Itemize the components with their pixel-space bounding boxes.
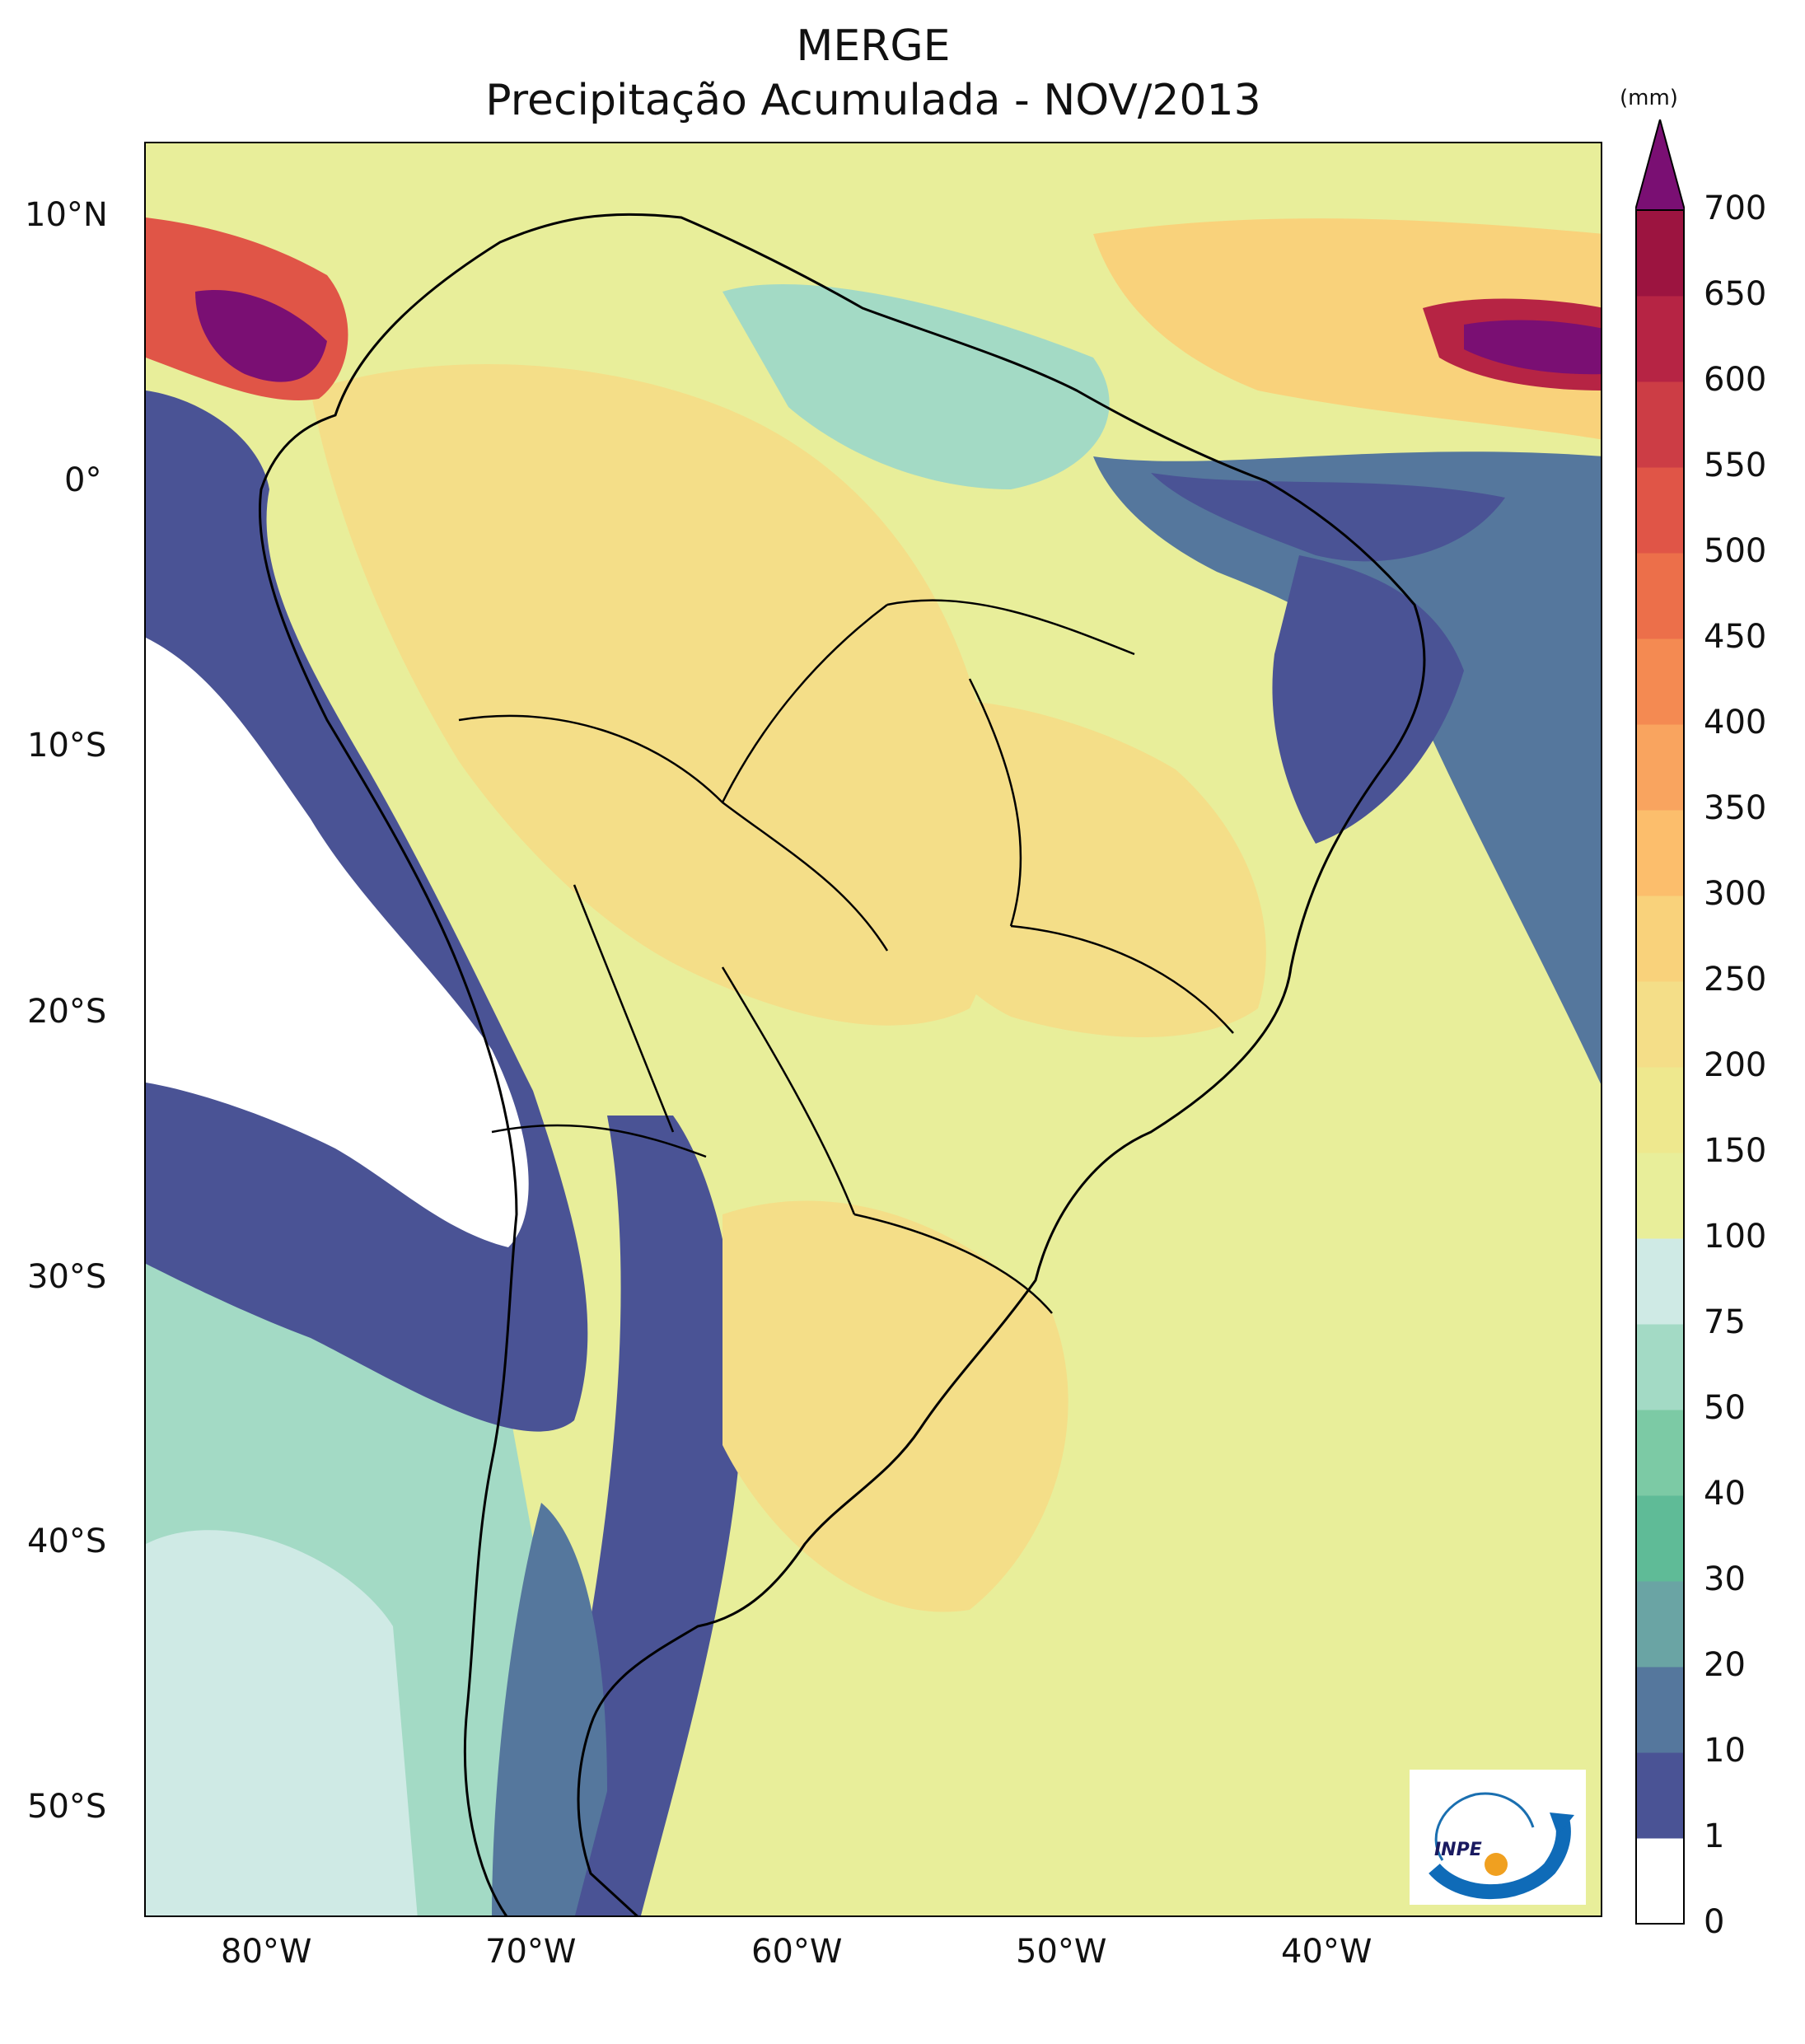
- map-subtitle: Precipitação Acumulada - NOV/2013: [485, 76, 1261, 125]
- inpe-logo: INPE: [1410, 1770, 1586, 1905]
- colorbar-label-30: 30: [1704, 1560, 1746, 1598]
- colorbar-band-400: [1636, 638, 1684, 725]
- colombia-extreme-core: [195, 290, 327, 382]
- colorbar-band-40: [1636, 1410, 1684, 1496]
- south-wet-region: [722, 1200, 1069, 1612]
- lat-label-10s: 10°S: [27, 727, 107, 765]
- colorbar-unit: (mm): [1620, 86, 1678, 110]
- inpe-logo-graphic: INPE: [1429, 1792, 1574, 1900]
- colorbar-band-100: [1636, 1153, 1684, 1239]
- itcz-band: [1093, 218, 1601, 440]
- guiana-moderate-band: [722, 284, 1110, 489]
- pacific-no-rain: [146, 638, 529, 1247]
- colorbar-label-350: 350: [1704, 789, 1767, 827]
- colorbar: [1635, 119, 1685, 1925]
- colorbar-band-0: [1636, 1838, 1684, 1925]
- lat-label-50s: 50°S: [27, 1788, 107, 1826]
- colorbar-label-20: 20: [1704, 1646, 1746, 1684]
- colorbar-band-650: [1636, 210, 1684, 297]
- colorbar-label-250: 250: [1704, 961, 1767, 999]
- lat-label-0: 0°: [64, 461, 102, 499]
- colorbar-label-0: 0: [1704, 1903, 1725, 1941]
- colorbar-band-350: [1636, 724, 1684, 811]
- lon-label-50w: 50°W: [1016, 1933, 1107, 1971]
- colorbar-label-40: 40: [1704, 1475, 1746, 1513]
- colorbar-band-1: [1636, 1752, 1684, 1839]
- colorbar-band-250: [1636, 896, 1684, 982]
- colorbar-band-200: [1636, 981, 1684, 1068]
- colorbar-label-75: 75: [1704, 1303, 1746, 1341]
- amazon-wet-region: [311, 363, 1001, 1026]
- colorbar-band-50: [1636, 1324, 1684, 1410]
- northeast-dry: [1272, 555, 1464, 844]
- colorbar-label-400: 400: [1704, 704, 1767, 741]
- colorbar-label-700: 700: [1704, 189, 1767, 227]
- colorbar-label-150: 150: [1704, 1132, 1767, 1170]
- colorbar-band-600: [1636, 296, 1684, 382]
- colorbar-frame: [1635, 209, 1685, 1925]
- pacific-far-south: [146, 1530, 418, 1915]
- colorbar-band-300: [1636, 810, 1684, 896]
- colorbar-label-450: 450: [1704, 618, 1767, 656]
- lon-label-80w: 80°W: [221, 1933, 312, 1971]
- colorbar-band-20: [1636, 1581, 1684, 1667]
- colorbar-label-550: 550: [1704, 447, 1767, 484]
- colorbar-label-100: 100: [1704, 1218, 1767, 1256]
- colorbar-band-75: [1636, 1238, 1684, 1325]
- central-brazil-wet: [887, 699, 1266, 1037]
- colorbar-band-150: [1636, 1067, 1684, 1153]
- atlantic-dry-band: [1093, 451, 1601, 1084]
- precipitation-map: [144, 142, 1602, 1917]
- continent-outline: [258, 213, 1426, 1915]
- atlantic-dry-core: [1151, 473, 1505, 562]
- colorbar-label-200: 200: [1704, 1046, 1767, 1084]
- lon-label-70w: 70°W: [485, 1933, 577, 1971]
- colorbar-label-1: 1: [1704, 1817, 1725, 1855]
- colorbar-band-10: [1636, 1667, 1684, 1753]
- itcz-core: [1464, 320, 1601, 375]
- colorbar-label-10: 10: [1704, 1732, 1746, 1770]
- colorbar-band-500: [1636, 467, 1684, 554]
- lat-label-40s: 40°S: [27, 1522, 107, 1560]
- colorbar-extend-arrow: [1635, 119, 1685, 211]
- colorbar-label-650: 650: [1704, 275, 1767, 313]
- colorbar-label-300: 300: [1704, 875, 1767, 913]
- political-borders: [458, 599, 1234, 1314]
- colorbar-label-500: 500: [1704, 532, 1767, 570]
- inpe-logo-text: INPE: [1434, 1840, 1482, 1860]
- lat-label-20s: 20°S: [27, 993, 107, 1031]
- colorbar-label-600: 600: [1704, 361, 1767, 399]
- colorbar-band-450: [1636, 553, 1684, 639]
- map-title: MERGE: [796, 21, 951, 71]
- map-canvas: [146, 143, 1601, 1915]
- lat-label-30s: 30°S: [27, 1258, 107, 1296]
- colorbar-band-30: [1636, 1495, 1684, 1582]
- colorbar-label-50: 50: [1704, 1389, 1746, 1427]
- lon-label-40w: 40°W: [1281, 1933, 1372, 1971]
- colorbar-band-550: [1636, 381, 1684, 468]
- lat-label-10n: 10°N: [25, 196, 108, 234]
- lon-label-60w: 60°W: [751, 1933, 843, 1971]
